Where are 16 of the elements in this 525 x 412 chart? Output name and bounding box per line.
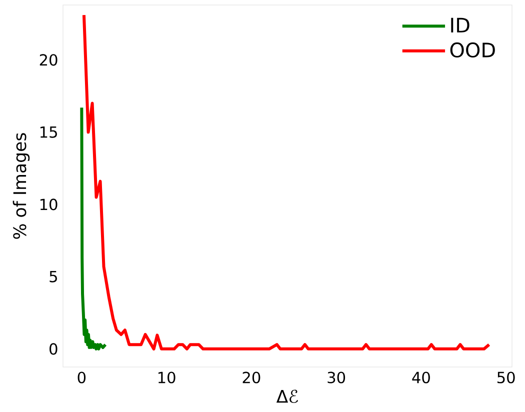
y-axis-title: % of Images — [12, 133, 30, 239]
x-tick-label: 10 — [158, 372, 176, 384]
x-tick-label: 30 — [328, 372, 346, 384]
line-series — [80, 106, 107, 350]
x-tick-label: 40 — [412, 372, 430, 384]
legend-label: ID — [451, 18, 470, 32]
x-tick-label: 20 — [242, 372, 260, 384]
y-tick-label: 10 — [40, 198, 58, 210]
legend-label: OOD — [450, 42, 495, 58]
y-tick-label: 0 — [50, 343, 58, 355]
x-axis-title: Δℰ — [276, 390, 298, 403]
y-tick-label: 20 — [40, 54, 58, 66]
x-tick-label: 0 — [78, 372, 86, 384]
y-tick-label: 5 — [50, 270, 57, 282]
y-tick-label: 15 — [40, 126, 57, 138]
x-tick-label: 50 — [498, 372, 515, 384]
